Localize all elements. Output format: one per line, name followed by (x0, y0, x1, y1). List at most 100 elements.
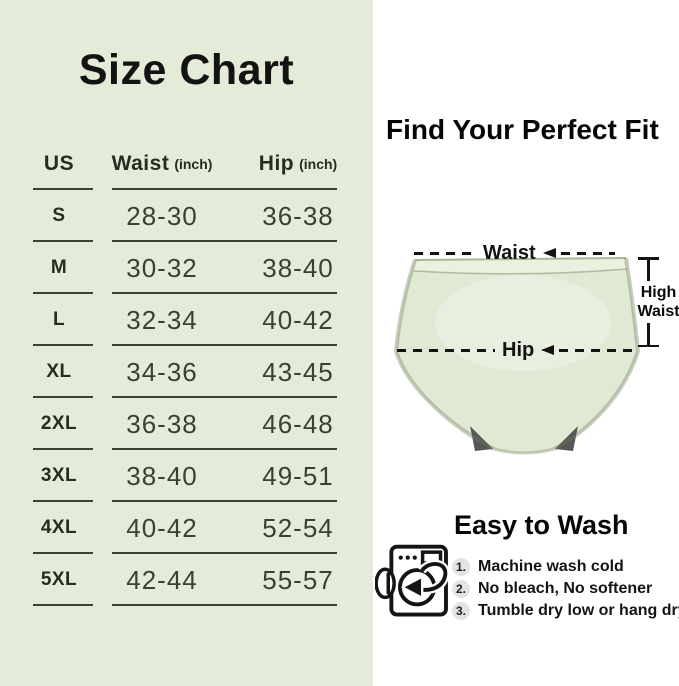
size-table: US Waist (inch) Hip (inch) S 28-30 36-38 (0, 138, 373, 606)
shading-right (553, 257, 641, 451)
waist-cell: 32-34 (126, 304, 198, 335)
step-text: Tumble dry low or hang dry (478, 602, 679, 619)
bracket-cap-top (638, 257, 659, 260)
hip-cell: 55-57 (262, 564, 334, 595)
waist-measure-annotation: Waist (414, 241, 615, 264)
divider (112, 396, 337, 398)
gusset-left (470, 426, 493, 451)
table-row: M 30-32 38-40 (0, 242, 373, 294)
size-cell: M (50, 257, 68, 278)
hip-cell: 43-45 (262, 356, 334, 387)
waist-cell: 30-32 (126, 252, 198, 283)
divider (33, 500, 93, 502)
hip-cell: 49-51 (262, 460, 334, 491)
table-row: L 32-34 40-42 (0, 294, 373, 346)
divider (112, 552, 337, 554)
shading-left (393, 259, 495, 451)
shading-crotch (493, 447, 555, 455)
wash-heading: Easy to Wash (454, 510, 629, 540)
divider (33, 344, 93, 346)
left-arrow-icon (542, 248, 556, 258)
header-waist-unit: (inch) (174, 156, 213, 172)
divider (112, 344, 337, 346)
hip-label: Hip (502, 338, 535, 361)
table-row: XL 34-36 43-45 (0, 346, 373, 398)
fabric-highlight (435, 275, 611, 371)
waist-label: Waist (483, 241, 536, 264)
high-waist-label: High Waist (637, 284, 679, 320)
waist-cell: 28-30 (126, 200, 198, 231)
step-text: Machine wash cold (478, 558, 624, 575)
dashed-line (559, 348, 634, 352)
dashed-line (560, 251, 615, 255)
step-text: No bleach, No softener (478, 580, 653, 597)
table-row: 4XL 40-42 52-54 (0, 502, 373, 554)
size-cell: 5XL (40, 569, 78, 590)
size-cell: 2XL (40, 413, 78, 434)
divider (33, 396, 93, 398)
waist-cell: 38-40 (126, 460, 198, 491)
divider (33, 292, 93, 294)
size-cell: S (52, 205, 66, 226)
table-row: 2XL 36-38 46-48 (0, 398, 373, 450)
gusset-right (555, 426, 578, 451)
hip-cell: 52-54 (262, 512, 334, 543)
divider (112, 292, 337, 294)
list-item: 3. Tumble dry low or hang dry (452, 600, 679, 622)
dashed-line (414, 251, 476, 255)
header-waist: Waist (inch) (111, 152, 213, 175)
waist-cell: 42-44 (126, 564, 198, 595)
divider (33, 188, 93, 190)
hip-cell: 38-40 (262, 252, 334, 283)
size-chart-panel: Size Chart US Waist (inch) Hip (inch) S (0, 0, 373, 686)
divider (33, 240, 93, 242)
waist-cell: 40-42 (126, 512, 198, 543)
high-waist-panty-illustration (393, 257, 641, 455)
wash-instructions-list: 1. Machine wash cold 2. No bleach, No so… (452, 556, 679, 622)
panty-waistband (414, 258, 627, 274)
panty-body (396, 258, 638, 453)
size-cell: L (52, 309, 66, 330)
size-cell: 3XL (40, 465, 78, 486)
divider (33, 448, 93, 450)
hip-measure-annotation: Hip (397, 338, 634, 361)
divider (112, 448, 337, 450)
hip-cell: 36-38 (262, 200, 334, 231)
divider (33, 552, 93, 554)
size-table-header-row: US Waist (inch) Hip (inch) (0, 138, 373, 190)
step-number-badge: 2. (452, 580, 470, 598)
divider (33, 604, 93, 606)
fit-guide-heading: Find Your Perfect Fit (386, 114, 659, 145)
table-row: 3XL 38-40 49-51 (0, 450, 373, 502)
divider (112, 604, 337, 606)
high-waist-bracket: High Waist (637, 257, 679, 347)
washing-machine-icon (375, 544, 450, 617)
step-number-badge: 3. (452, 602, 470, 620)
divider (112, 500, 337, 502)
table-row: S 28-30 36-38 (0, 190, 373, 242)
list-item: 2. No bleach, No softener (452, 578, 679, 600)
table-row: 5XL 42-44 55-57 (0, 554, 373, 606)
header-hip-unit: (inch) (299, 156, 338, 172)
step-number-badge: 1. (452, 558, 470, 576)
header-us: US (43, 152, 75, 175)
divider (112, 188, 337, 190)
size-cell: XL (46, 361, 72, 382)
waist-cell: 34-36 (126, 356, 198, 387)
hip-cell: 40-42 (262, 304, 334, 335)
divider (112, 240, 337, 242)
left-arrow-icon (541, 345, 555, 355)
dashed-line (397, 348, 495, 352)
list-item: 1. Machine wash cold (452, 556, 679, 578)
bracket-line (647, 259, 650, 281)
waist-cell: 36-38 (126, 408, 198, 439)
size-chart-title: Size Chart (78, 46, 295, 94)
waistband-seam (413, 268, 628, 275)
bracket-cap-bottom (638, 344, 659, 347)
waistband-edge (414, 257, 627, 261)
size-cell: 4XL (40, 517, 78, 538)
hip-cell: 46-48 (262, 408, 334, 439)
header-hip: Hip (inch) (258, 152, 338, 175)
bracket-line (647, 323, 650, 345)
